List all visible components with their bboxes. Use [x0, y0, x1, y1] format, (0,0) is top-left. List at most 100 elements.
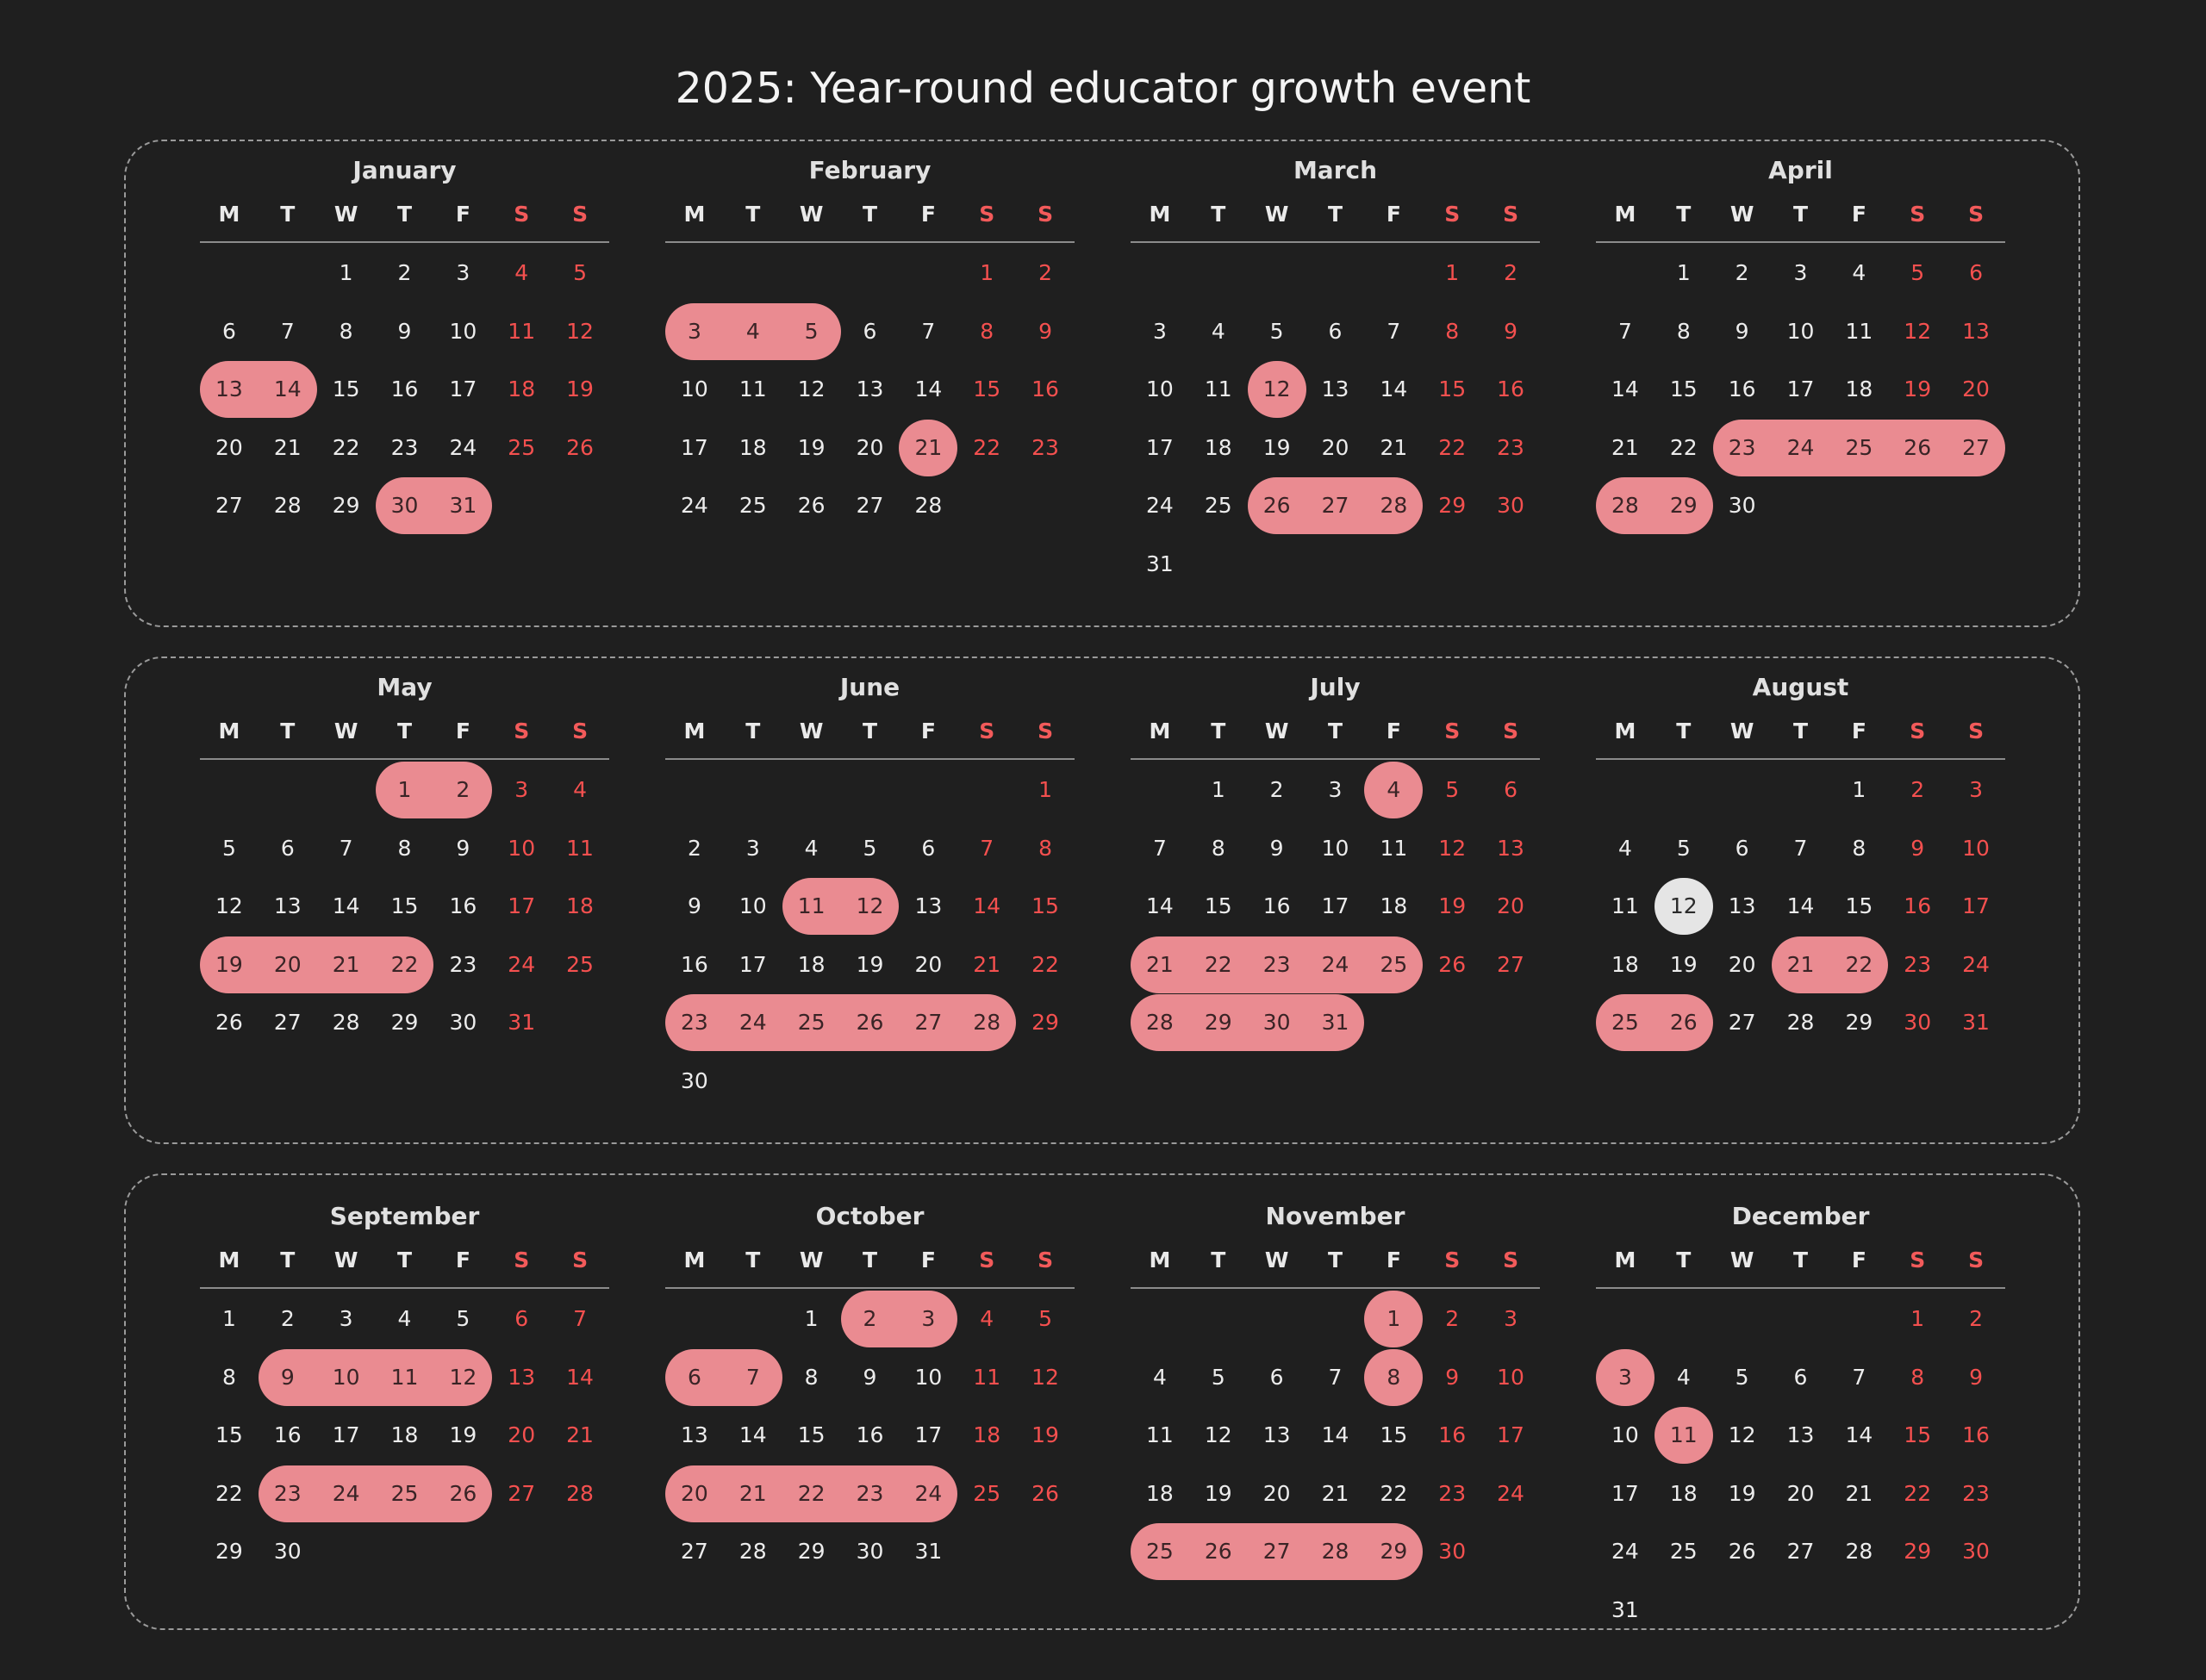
day-cell[interactable]: 23 [1497, 434, 1524, 460]
day-cell[interactable]: 11 [390, 1364, 419, 1390]
day-cell[interactable]: 25 [1380, 951, 1408, 977]
day-cell[interactable]: 25 [738, 493, 767, 518]
day-cell[interactable]: 8 [1387, 1364, 1401, 1390]
day-cell[interactable]: 5 [1735, 1364, 1749, 1390]
day-cell[interactable]: 4 [1617, 835, 1632, 861]
day-cell[interactable]: 5 [221, 835, 236, 861]
day-cell[interactable]: 17 [1786, 376, 1815, 401]
day-cell[interactable]: 24 [1786, 434, 1815, 460]
day-cell[interactable]: 3 [339, 1306, 353, 1331]
day-cell[interactable]: 29 [1845, 1010, 1873, 1035]
day-cell[interactable]: 1 [1445, 260, 1460, 285]
day-cell[interactable]: 20 [508, 1422, 536, 1447]
day-cell[interactable]: 29 [1204, 1010, 1232, 1035]
day-cell[interactable]: 25 [1669, 1539, 1698, 1564]
day-cell[interactable]: 28 [332, 1010, 360, 1035]
day-cell[interactable]: 28 [1321, 1539, 1349, 1564]
day-cell[interactable]: 28 [1611, 493, 1639, 518]
day-cell[interactable]: 24 [332, 1480, 360, 1506]
day-cell[interactable]: 18 [1146, 1480, 1174, 1506]
day-cell[interactable]: 14 [1380, 376, 1408, 401]
day-cell[interactable]: 26 [1669, 1010, 1698, 1035]
day-cell[interactable]: 17 [1321, 893, 1349, 918]
day-cell[interactable]: 28 [914, 493, 943, 518]
day-cell[interactable]: 14 [973, 893, 1001, 918]
day-cell[interactable]: 21 [1321, 1480, 1349, 1506]
day-cell[interactable]: 10 [1611, 1422, 1639, 1447]
day-cell[interactable]: 13 [273, 893, 302, 918]
day-cell[interactable]: 18 [797, 951, 826, 977]
day-cell[interactable]: 10 [1962, 835, 1990, 861]
day-cell[interactable]: 10 [1786, 318, 1815, 344]
day-cell[interactable]: 15 [390, 893, 419, 918]
day-cell[interactable]: 14 [1146, 893, 1174, 918]
day-cell[interactable]: 14 [914, 376, 943, 401]
day-cell[interactable]: 3 [687, 318, 701, 344]
day-cell[interactable]: 16 [390, 376, 419, 401]
day-cell[interactable]: 19 [1204, 1480, 1232, 1506]
day-cell[interactable]: 6 [1269, 1364, 1284, 1390]
day-cell[interactable]: 4 [573, 777, 588, 802]
day-cell[interactable]: 24 [1497, 1480, 1524, 1506]
day-cell[interactable]: 29 [1904, 1539, 1932, 1564]
day-cell[interactable]: 29 [1380, 1539, 1408, 1564]
day-cell[interactable]: 15 [797, 1422, 826, 1447]
day-cell[interactable]: 28 [1845, 1539, 1873, 1564]
day-cell[interactable]: 25 [973, 1480, 1001, 1506]
day-cell[interactable]: 15 [1438, 376, 1467, 401]
day-cell[interactable]: 4 [980, 1306, 994, 1331]
day-cell[interactable]: 6 [1793, 1364, 1808, 1390]
day-cell[interactable]: 21 [973, 951, 1001, 977]
day-cell[interactable]: 16 [449, 893, 477, 918]
day-cell[interactable]: 18 [1611, 951, 1639, 977]
day-cell[interactable]: 30 [449, 1010, 477, 1035]
day-cell[interactable]: 21 [1146, 951, 1174, 977]
day-cell[interactable]: 21 [914, 434, 943, 460]
day-cell[interactable]: 1 [1211, 777, 1225, 802]
day-cell[interactable]: 1 [1038, 777, 1053, 802]
day-cell[interactable]: 16 [273, 1422, 302, 1447]
day-cell[interactable]: 17 [681, 434, 708, 460]
day-cell[interactable]: 22 [1904, 1480, 1932, 1506]
day-cell[interactable]: 14 [1611, 376, 1639, 401]
day-cell[interactable]: 30 [856, 1539, 884, 1564]
day-cell[interactable]: 27 [1262, 1539, 1291, 1564]
day-cell[interactable]: 10 [738, 893, 767, 918]
day-cell[interactable]: 14 [332, 893, 360, 918]
day-cell[interactable]: 13 [215, 376, 243, 401]
day-cell[interactable]: 27 [1728, 1010, 1756, 1035]
day-cell[interactable]: 8 [1910, 1364, 1925, 1390]
day-cell[interactable]: 27 [914, 1010, 943, 1035]
day-cell[interactable]: 20 [273, 951, 302, 977]
day-cell[interactable]: 15 [1031, 893, 1059, 918]
day-cell[interactable]: 21 [332, 951, 360, 977]
day-cell[interactable]: 13 [856, 376, 884, 401]
day-cell[interactable]: 23 [390, 434, 419, 460]
day-cell[interactable]: 30 [1497, 493, 1524, 518]
day-cell[interactable]: 20 [1497, 893, 1524, 918]
day-cell[interactable]: 3 [456, 260, 470, 285]
day-cell[interactable]: 9 [1969, 1364, 1984, 1390]
day-cell[interactable]: 13 [914, 893, 943, 918]
day-cell[interactable]: 8 [1445, 318, 1460, 344]
day-cell[interactable]: 28 [273, 493, 302, 518]
day-cell[interactable]: 5 [1445, 777, 1460, 802]
day-cell[interactable]: 22 [390, 951, 419, 977]
day-cell[interactable]: 3 [745, 835, 760, 861]
day-cell[interactable]: 11 [508, 318, 536, 344]
day-cell[interactable]: 5 [1211, 1364, 1225, 1390]
day-cell[interactable]: 29 [797, 1539, 826, 1564]
day-cell[interactable]: 6 [280, 835, 295, 861]
day-cell[interactable]: 22 [797, 1480, 826, 1506]
day-cell[interactable]: 22 [1438, 434, 1467, 460]
day-cell[interactable]: 26 [1438, 951, 1467, 977]
day-cell[interactable]: 1 [1910, 1306, 1925, 1331]
day-cell[interactable]: 12 [1728, 1422, 1756, 1447]
day-cell[interactable]: 12 [1262, 376, 1291, 401]
day-cell[interactable]: 5 [573, 260, 588, 285]
day-cell[interactable]: 29 [1031, 1010, 1059, 1035]
day-cell[interactable]: 16 [681, 951, 708, 977]
day-cell[interactable]: 1 [804, 1306, 819, 1331]
day-cell[interactable]: 9 [280, 1364, 295, 1390]
day-cell[interactable]: 20 [1786, 1480, 1815, 1506]
